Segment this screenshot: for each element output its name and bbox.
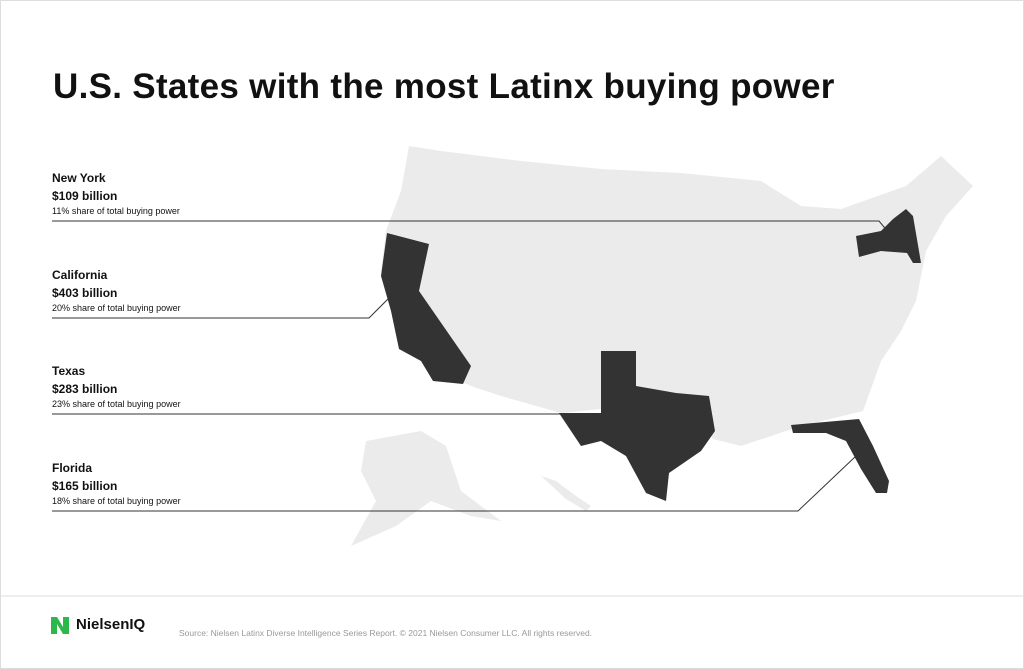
state-name: Florida [52,461,93,475]
title: U.S. States with the most Latinx buying … [53,67,835,106]
leader-lines [52,220,890,512]
state-share: 23% share of total buying power [52,399,181,409]
state-amount: $283 billion [52,382,118,396]
california [381,233,471,384]
state-amount: $109 billion [52,189,118,203]
hawaii [541,476,591,511]
state-share: 18% share of total buying power [52,496,181,506]
leader-line [52,455,857,512]
leader-line [52,285,402,319]
brand: NielsenIQ [76,616,146,633]
new-york [856,209,921,263]
texas [559,351,715,501]
logo-icon [51,617,69,634]
state-name: New York [52,171,106,185]
state-label: California $403 billion 20% share of total… [52,268,181,313]
state-label: Texas $283 billion 23% share of total buyi… [52,364,181,409]
highlighted-states [381,209,921,501]
state-amount: $403 billion [52,286,118,300]
state-name: Texas [52,364,86,378]
leader-line [52,392,647,415]
florida [791,419,889,493]
leader-line [52,220,890,234]
state-amount: $165 billion [52,479,118,493]
alaska [351,431,501,546]
state-label: New York $109 billion 11% share of total b… [52,171,180,216]
state-label: Florida $165 billion 18% share of total bu… [52,461,181,506]
state-share: 11% share of total buying power [52,206,180,216]
source: Source: Nielsen Latinx Diverse Intellige… [179,628,593,638]
state-share: 20% share of total buying power [52,303,181,313]
state-name: California [52,268,108,282]
